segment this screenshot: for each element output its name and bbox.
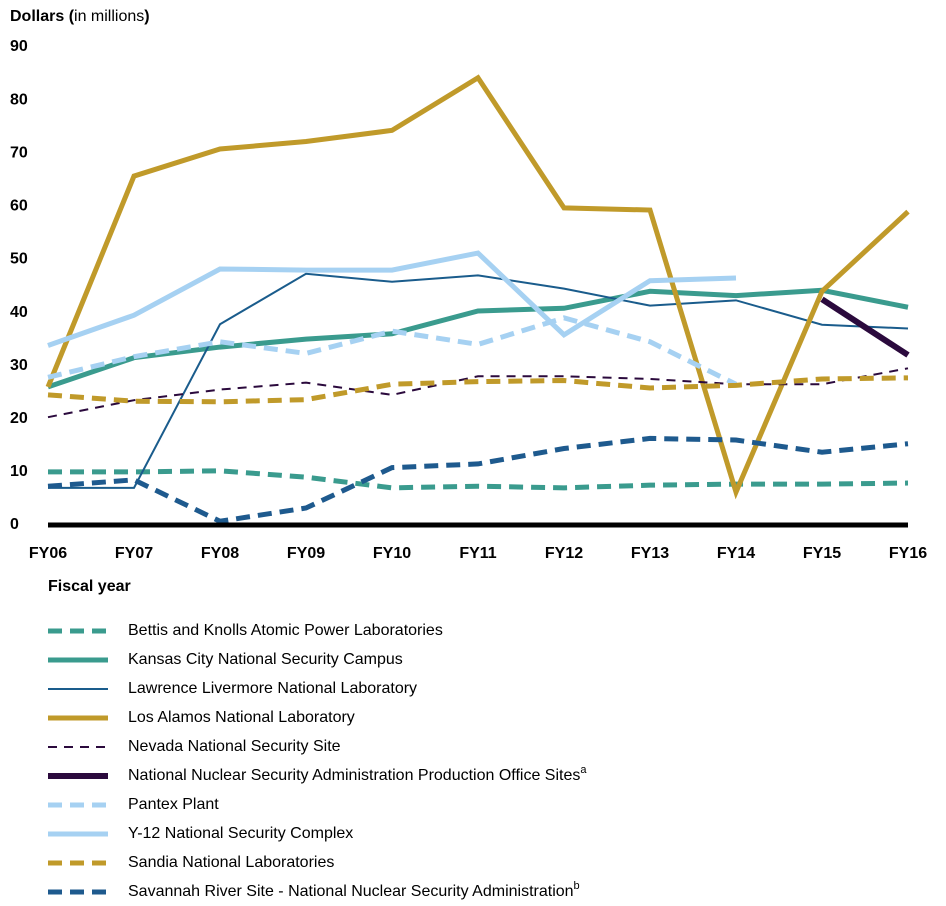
x-tick-label: FY10	[373, 545, 411, 562]
y-label-part: )	[144, 8, 149, 25]
x-tick-label: FY11	[459, 545, 496, 562]
x-tick-label: FY07	[115, 545, 153, 562]
x-tick-label: FY08	[201, 545, 239, 562]
legend-name: Los Alamos National Laboratory	[128, 709, 355, 726]
y-tick-label: 80	[10, 91, 28, 108]
y-tick-label: 10	[10, 463, 28, 480]
legend-label: Lawrence Livermore National Laboratory	[128, 680, 417, 697]
y-tick-label: 60	[10, 198, 28, 215]
series-line	[47, 250, 737, 348]
series-line	[47, 435, 909, 524]
legend-name: Pantex Plant	[128, 796, 219, 813]
x-tick-label: FY12	[545, 545, 583, 562]
x-tick-label: FY13	[631, 545, 669, 562]
legend-footnote: a	[580, 764, 587, 776]
legend-name: Lawrence Livermore National Laboratory	[128, 680, 417, 697]
series-line	[47, 367, 909, 419]
legend-name: Nevada National Security Site	[128, 738, 341, 755]
y-label-part: Dollars (	[10, 8, 75, 25]
series-line	[48, 272, 909, 489]
legend-name: Bettis and Knolls Atomic Power Laborator…	[128, 622, 443, 639]
legend-name: Savannah River Site - National Nuclear S…	[128, 883, 574, 900]
legend-name: Sandia National Laboratories	[128, 854, 334, 871]
series-line	[47, 315, 738, 387]
y-tick-label: 90	[10, 38, 28, 55]
series-line	[47, 375, 909, 405]
legend-label: Nevada National Security Site	[128, 738, 341, 755]
legend-label: Savannah River Site - National Nuclear S…	[128, 880, 580, 900]
series-line	[48, 468, 909, 491]
y-axis-label: Dollars (in millions)	[10, 8, 150, 25]
x-tick-label: FY14	[717, 545, 755, 562]
y-label-part: in millions	[74, 8, 144, 25]
x-tick-label: FY09	[287, 545, 325, 562]
y-tick-label: 70	[10, 144, 28, 161]
y-tick-label: 30	[10, 357, 28, 374]
y-tick-label: 40	[10, 304, 28, 321]
legend-name: Y-12 National Security Complex	[128, 825, 353, 842]
series-line	[45, 74, 910, 500]
legend-label: Pantex Plant	[128, 796, 219, 813]
legend-name: National Nuclear Security Administration…	[128, 767, 580, 784]
series-line	[47, 287, 909, 390]
legend-label: Y-12 National Security Complex	[128, 825, 353, 842]
y-tick-label: 20	[10, 410, 28, 427]
legend-label: Sandia National Laboratories	[128, 854, 334, 871]
x-tick-label: FY06	[29, 545, 67, 562]
x-tick-label: FY15	[803, 545, 841, 562]
x-tick-label: FY16	[889, 545, 927, 562]
y-tick-label: 0	[10, 516, 19, 533]
legend-footnote: b	[574, 880, 580, 892]
y-tick-label: 50	[10, 251, 28, 268]
legend-label: National Nuclear Security Administration…	[128, 764, 587, 784]
legend-label: Los Alamos National Laboratory	[128, 709, 355, 726]
legend-label: Bettis and Knolls Atomic Power Laborator…	[128, 622, 443, 639]
series-line	[820, 296, 910, 358]
x-axis-label: Fiscal year	[48, 578, 131, 595]
legend-label: Kansas City National Security Campus	[128, 651, 403, 668]
legend-name: Kansas City National Security Campus	[128, 651, 403, 668]
